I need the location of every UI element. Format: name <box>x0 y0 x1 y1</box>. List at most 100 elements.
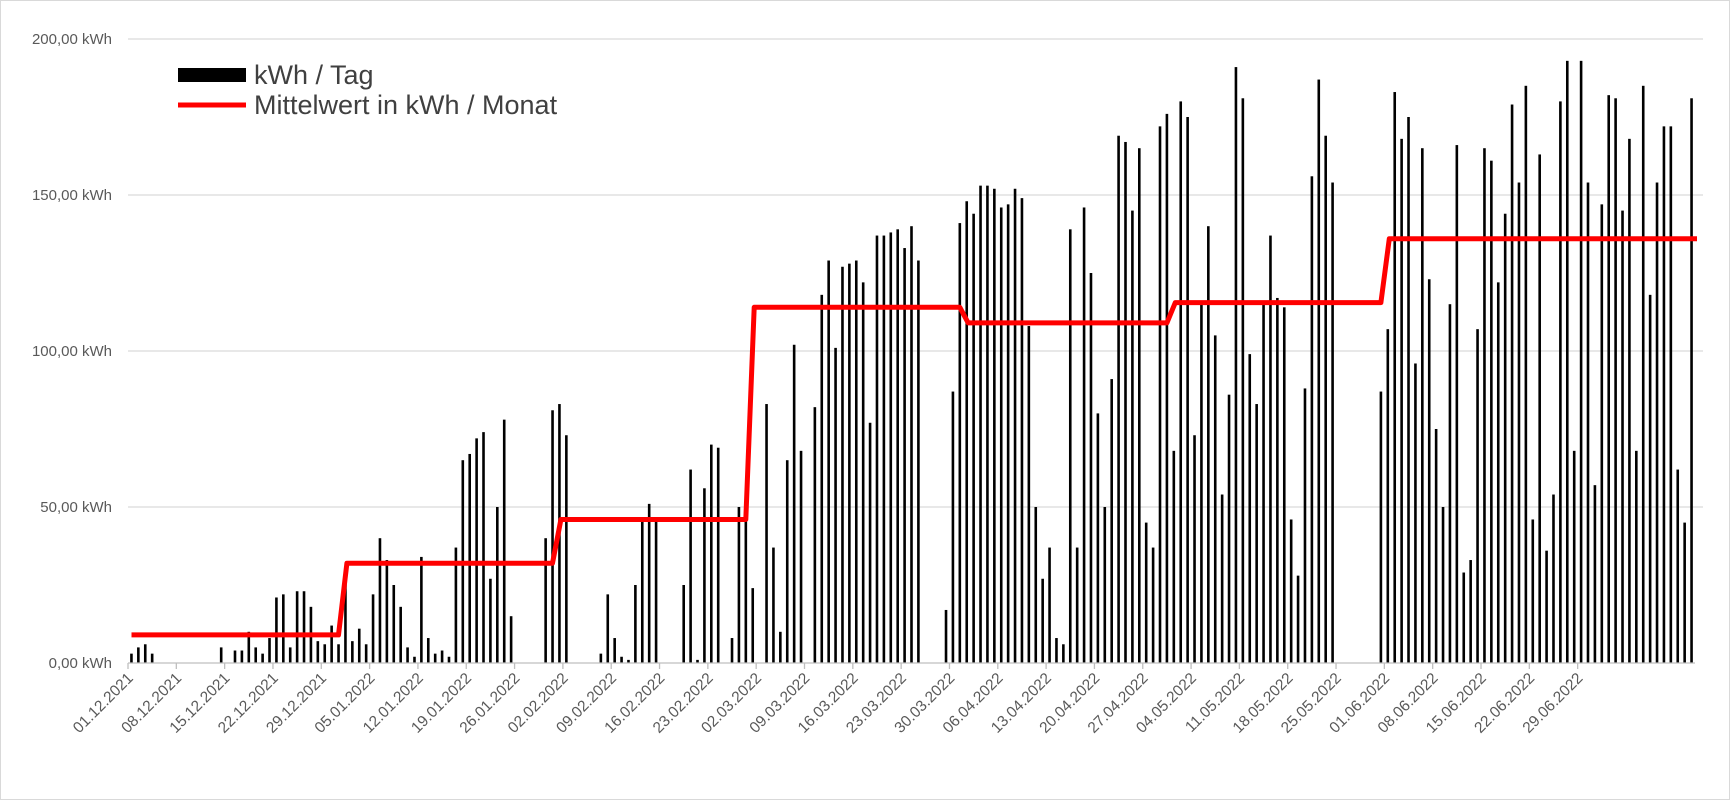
bar <box>1110 379 1113 663</box>
bar <box>1062 644 1065 663</box>
bar <box>1386 329 1390 663</box>
bar <box>1055 638 1058 663</box>
bar <box>1158 126 1162 664</box>
bar <box>1317 79 1321 663</box>
bar <box>1635 450 1638 663</box>
bar <box>509 616 513 663</box>
bar <box>1441 507 1445 663</box>
bar <box>1234 67 1238 663</box>
bar <box>640 519 644 663</box>
bar <box>565 435 568 663</box>
bar <box>682 585 685 663</box>
bar <box>1324 135 1327 664</box>
bar <box>1131 210 1134 663</box>
bar <box>1469 560 1472 663</box>
bar <box>951 391 955 663</box>
bar <box>999 207 1003 664</box>
bar <box>772 547 775 663</box>
bar <box>1400 138 1403 664</box>
bar <box>143 644 147 663</box>
bar <box>475 438 478 663</box>
bar <box>1545 550 1548 663</box>
y-axis-labels: 0,00 kWh 50,00 kWh 100,00 kWh 150,00 kWh 200… <box>32 31 112 672</box>
bar <box>889 232 893 663</box>
bar <box>1655 182 1659 663</box>
bar <box>406 647 409 663</box>
bar <box>1248 354 1252 663</box>
bar <box>744 494 748 663</box>
bar <box>820 294 824 663</box>
bar <box>841 266 844 663</box>
bar <box>1006 204 1010 664</box>
x-axis <box>127 662 1695 669</box>
bar <box>1393 92 1397 664</box>
bar <box>282 594 285 663</box>
bar <box>1448 304 1452 663</box>
monthly-average-line <box>131 236 1697 638</box>
bar <box>1179 101 1183 663</box>
bar <box>1289 519 1293 663</box>
bar <box>150 653 154 663</box>
bar <box>1200 301 1203 663</box>
bar <box>351 641 354 663</box>
bar <box>1089 273 1093 663</box>
bar <box>986 185 989 663</box>
bar <box>1213 335 1217 663</box>
bar <box>882 235 886 663</box>
bar <box>1427 279 1431 663</box>
bar <box>275 597 278 663</box>
bar <box>1552 494 1555 663</box>
bar <box>1676 469 1680 663</box>
bar <box>779 631 782 663</box>
bar <box>785 460 789 663</box>
bar <box>1269 235 1272 663</box>
bar <box>1579 60 1583 663</box>
bar <box>399 606 402 663</box>
y-tick-label: 50,00 kWh <box>40 499 112 516</box>
bar <box>1490 160 1493 663</box>
bar <box>233 650 237 663</box>
bar <box>1600 204 1604 664</box>
bar <box>613 638 616 663</box>
bar <box>1510 104 1514 663</box>
bar <box>1282 307 1286 663</box>
bar <box>261 653 264 663</box>
bar <box>1407 117 1410 663</box>
legend: kWh / Tag Mittelwert in kWh / Monat <box>178 60 558 120</box>
bar <box>1648 294 1652 663</box>
bar <box>827 260 830 663</box>
bar <box>268 638 271 663</box>
bar <box>1048 547 1051 663</box>
bar <box>647 503 651 663</box>
bar <box>1559 101 1562 663</box>
bar <box>364 644 368 663</box>
y-tick-label: 100,00 kWh <box>32 343 112 360</box>
bar <box>1524 85 1528 664</box>
bar <box>1462 572 1466 663</box>
legend-label-average: Mittelwert in kWh / Monat <box>254 90 558 120</box>
bar <box>1503 213 1507 663</box>
bar <box>696 659 699 663</box>
bar <box>330 625 333 663</box>
bars-kwh-per-day <box>130 60 1693 664</box>
bar <box>634 585 637 663</box>
bar <box>979 185 982 663</box>
bar <box>972 213 975 663</box>
average-line <box>131 236 1697 638</box>
bar <box>1379 391 1383 663</box>
bar <box>848 263 851 663</box>
bar <box>1476 329 1479 663</box>
bar <box>606 594 610 663</box>
bar <box>502 419 506 663</box>
bar <box>1124 141 1127 663</box>
bar <box>295 591 299 663</box>
bar <box>392 585 396 663</box>
bar <box>544 538 547 663</box>
bar <box>599 653 603 663</box>
bar <box>813 407 817 663</box>
bar <box>316 641 320 663</box>
bar <box>1262 304 1265 663</box>
bar <box>1082 207 1086 664</box>
bar <box>792 344 796 663</box>
bar <box>254 647 258 663</box>
